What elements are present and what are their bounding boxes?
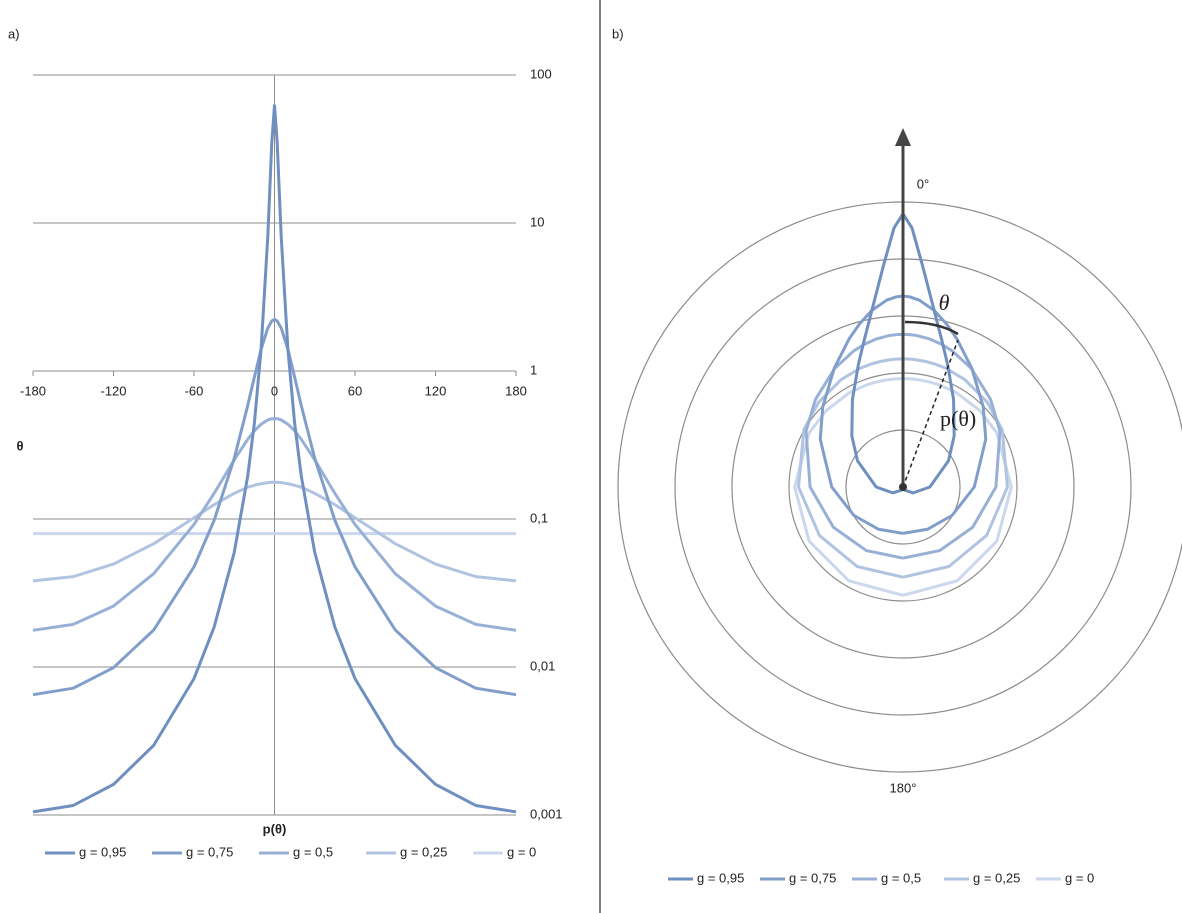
theta-tick-label: 0° xyxy=(917,176,929,191)
y-tick-label: 100 xyxy=(530,66,552,81)
series-line xyxy=(32,104,517,814)
series-line xyxy=(32,317,517,697)
x-tick-label: 0 xyxy=(271,383,278,398)
angle-annotation: θ xyxy=(939,290,950,315)
series-line xyxy=(32,417,517,632)
legend-label: g = 0,25 xyxy=(973,870,1020,885)
legend-label: g = 0 xyxy=(1065,870,1094,885)
y-tick-label: 10 xyxy=(530,214,544,229)
legend-label: g = 0,95 xyxy=(79,844,126,859)
angle-arc xyxy=(904,320,959,336)
radius-line xyxy=(902,339,959,488)
y-tick-label: 1 xyxy=(530,362,537,377)
series-line xyxy=(32,480,517,583)
x-tick-label: -60 xyxy=(185,383,204,398)
panel-label: a) xyxy=(8,26,20,41)
y-tick-label: 0,01 xyxy=(530,658,555,673)
x-tick-label: 60 xyxy=(348,383,362,398)
legend-label: g = 0,95 xyxy=(697,870,744,885)
y-tick-label: 0,001 xyxy=(530,806,563,821)
legend-label: g = 0 xyxy=(507,844,536,859)
legend-label: g = 0,75 xyxy=(186,844,233,859)
arrow-head xyxy=(895,128,911,146)
legend-label: g = 0,25 xyxy=(400,844,447,859)
x-tick-label: 180 xyxy=(505,383,527,398)
x-tick-label: -180 xyxy=(20,383,46,398)
x-tick-label: 120 xyxy=(425,383,447,398)
origin-dot xyxy=(899,483,907,491)
function-annotation: p(θ) xyxy=(940,406,976,431)
y-axis-title: p(θ) xyxy=(263,821,287,836)
y-tick-label: 0,1 xyxy=(530,510,548,525)
legend-label: g = 0,75 xyxy=(789,870,836,885)
panel-label: b) xyxy=(612,26,624,41)
x-tick-label: -120 xyxy=(100,383,126,398)
x-axis-title: θ xyxy=(16,438,23,453)
theta-tick-label: 180° xyxy=(890,780,917,795)
legend-label: g = 0,5 xyxy=(293,844,333,859)
legend-label: g = 0,5 xyxy=(881,870,921,885)
